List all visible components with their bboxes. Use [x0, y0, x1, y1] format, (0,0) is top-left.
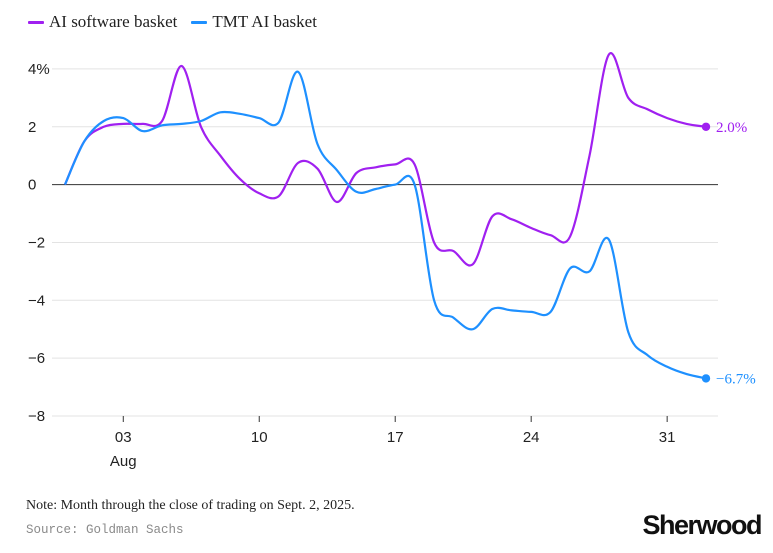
brand-logo: Sherwood	[642, 510, 762, 540]
series-line-ai-software-basket	[63, 52, 707, 267]
chart-legend: AI software basket TMT AI basket	[28, 12, 317, 32]
x-tick-label: 31	[659, 429, 676, 446]
y-tick-label: −6	[28, 350, 45, 367]
x-tick-label: 24	[523, 429, 540, 446]
series-end-point	[701, 122, 711, 131]
legend-item: AI software basket	[28, 12, 177, 32]
x-tick-sublabel: Aug	[110, 453, 137, 470]
legend-label: TMT AI basket	[212, 12, 317, 31]
y-tick-label: −2	[28, 234, 45, 251]
y-tick-label: 4%	[28, 61, 50, 78]
y-tick-label: −8	[28, 408, 45, 425]
legend-swatch	[28, 20, 44, 24]
line-chart: 4% 2 0 −2 −4 −6 −8 03 Aug 10 17 24 31 2.0% −6.7%	[28, 52, 756, 470]
y-tick-label: 2	[28, 119, 36, 136]
chart-note: Note: Month through the close of trading…	[26, 498, 355, 513]
legend-label: AI software basket	[49, 12, 178, 31]
y-tick-label: 0	[28, 177, 36, 194]
legend-swatch	[191, 20, 208, 24]
x-tick-label: 03	[115, 429, 132, 446]
chart-source: Source: Goldman Sachs	[26, 523, 184, 537]
x-tick-label: 17	[387, 429, 404, 446]
series-end-label: 2.0%	[716, 120, 747, 136]
legend-item: TMT AI basket	[191, 12, 317, 32]
y-tick-label: −4	[28, 292, 45, 309]
series-end-point	[701, 374, 711, 383]
series-line-tmt-ai-basket	[63, 70, 707, 380]
x-tick-label: 10	[251, 429, 268, 446]
series-end-label: −6.7%	[716, 371, 756, 387]
